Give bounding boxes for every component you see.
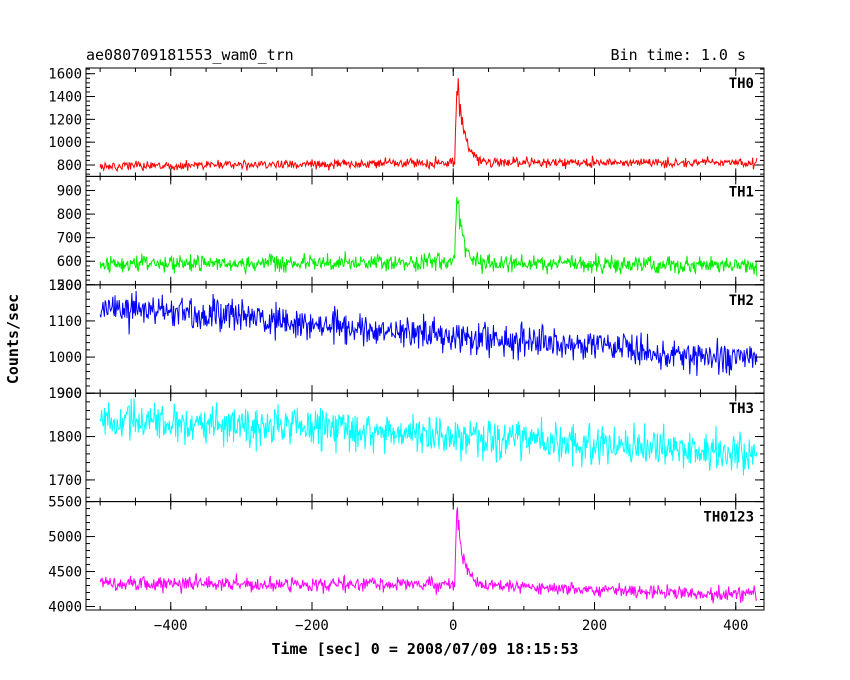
- panel-label: TH1: [729, 184, 754, 200]
- x-tick-label: 0: [449, 618, 457, 634]
- panel-label: TH0123: [703, 510, 754, 526]
- panel-label: TH2: [729, 293, 754, 309]
- y-tick-label: 900: [57, 184, 82, 200]
- bin-time-label: Bin time: 1.0 s: [611, 46, 746, 64]
- panel-label: TH0: [729, 76, 754, 92]
- series-th0123: [99, 507, 758, 604]
- panel-th3: 1700 1800 1900 TH3: [48, 386, 765, 503]
- x-tick-label: 200: [582, 618, 607, 634]
- y-tick-label: 1200: [48, 112, 82, 128]
- y-tick-label: 1000: [48, 350, 82, 366]
- series-th3: [99, 398, 758, 476]
- y-tick-label: 1100: [48, 314, 82, 330]
- x-axis: −400 −200 0 200 400: [154, 618, 749, 634]
- panel-th2: 900 1000 1100 1200 TH2: [48, 278, 765, 402]
- y-tick-label: 600: [57, 254, 82, 270]
- y-tick-label: 700: [57, 231, 82, 247]
- x-tick-label: −200: [295, 618, 329, 634]
- y-tick-label: 4000: [48, 600, 82, 616]
- chart-title: ae080709181553_wam0_trn: [86, 46, 294, 64]
- y-tick-label: 800: [57, 207, 82, 223]
- panel-frame: [85, 501, 765, 611]
- panel-frame: [85, 175, 765, 286]
- y-tick-label: 5500: [48, 495, 82, 511]
- panel-frame: [85, 67, 765, 177]
- y-tick-label: 1200: [48, 278, 82, 294]
- panel-frame: [85, 284, 765, 394]
- y-tick-label: 1400: [48, 90, 82, 106]
- panel-th1: 500 600 700 800 900 TH1: [57, 175, 765, 294]
- y-tick-label: 1600: [48, 67, 82, 83]
- panel-th0123: 4000 4500 5000 5500 TH0123: [48, 495, 765, 616]
- y-tick-label: 5000: [48, 530, 82, 546]
- panel-th0: 800 1000 1200 1400 1600 TH0: [48, 67, 765, 177]
- panel-stack: 800 1000 1200 1400 1600 TH0 500 600 700 800 900 TH1…: [48, 67, 765, 616]
- y-tick-label: 1000: [48, 135, 82, 151]
- y-tick-label: 1700: [48, 473, 82, 489]
- y-tick-label: 800: [57, 158, 82, 174]
- y-tick-label: 1800: [48, 430, 82, 446]
- x-tick-label: 400: [723, 618, 748, 634]
- y-tick-label: 4500: [48, 565, 82, 581]
- y-tick-label: 500: [57, 278, 82, 294]
- series-th0: [99, 78, 758, 173]
- x-axis-label: Time [sec] 0 = 2008/07/09 18:15:53: [271, 640, 578, 658]
- y-tick-label: 1900: [48, 386, 82, 402]
- panel-label: TH3: [729, 401, 754, 417]
- y-tick-label: 900: [57, 386, 82, 402]
- series-th1: [99, 196, 758, 277]
- y-axis-label: Counts/sec: [4, 294, 22, 384]
- series-th2: [99, 290, 758, 377]
- x-tick-label: −400: [154, 618, 188, 634]
